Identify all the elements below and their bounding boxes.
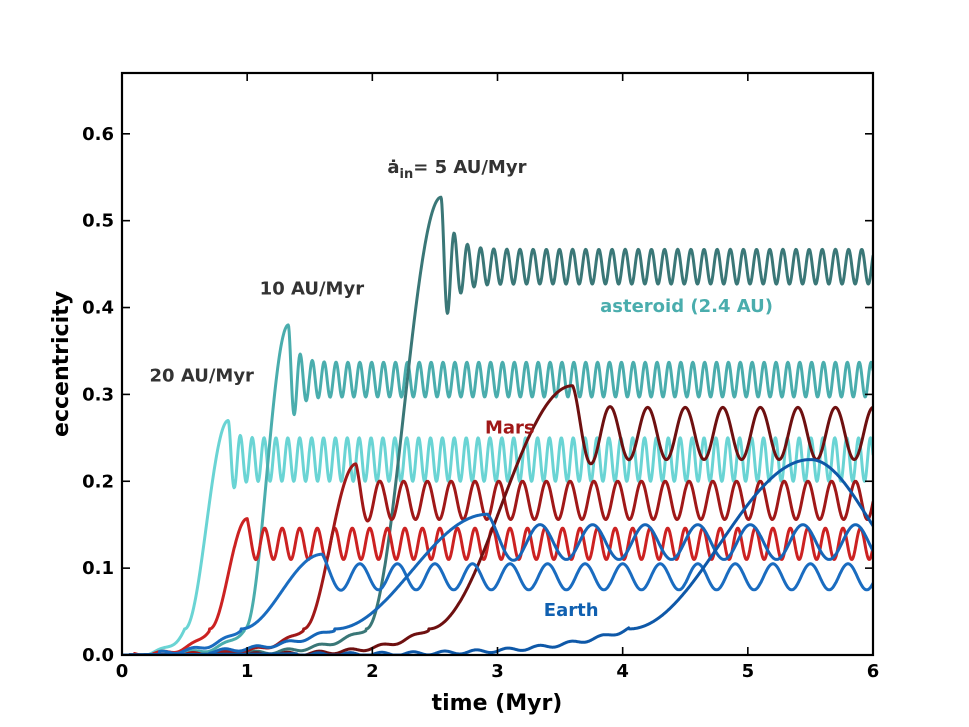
- y-tick-label: 0.5: [82, 211, 114, 232]
- x-tick-label: 2: [366, 661, 379, 682]
- ticks-layer: 0 1 2 3 4 5 6 0.0 0.1 0.2 0.3 0.4 0.5 0.6: [82, 73, 879, 682]
- annotation-label: asteroid (2.4 AU): [600, 296, 773, 317]
- y-tick-label: 0.3: [82, 384, 114, 405]
- annotation-label: Earth: [544, 600, 599, 621]
- x-tick-label: 0: [116, 661, 129, 682]
- series-line-mars-20-au-myr: [122, 517, 873, 655]
- x-tick-label: 1: [241, 661, 254, 682]
- y-tick-label: 0.0: [82, 645, 114, 666]
- annotation-label: ȧin= 5 AU/Myr: [387, 157, 526, 182]
- annotation-label: Mars: [485, 417, 535, 438]
- x-tick-label: 6: [867, 661, 880, 682]
- x-axis-title: time (Myr): [432, 691, 563, 716]
- y-tick-label: 0.6: [82, 124, 114, 145]
- x-tick-label: 4: [616, 661, 629, 682]
- y-tick-label: 0.4: [82, 298, 114, 319]
- annotation-label: 10 AU/Myr: [260, 279, 365, 300]
- x-tick-label: 3: [491, 661, 504, 682]
- y-axis-title: eccentricity: [49, 291, 74, 437]
- y-tick-label: 0.1: [82, 558, 114, 579]
- series-line-earth-20-au-myr: [122, 552, 873, 655]
- series-line-asteroid-20-au-myr: [122, 419, 873, 655]
- annotation-layer: 20 AU/Myr 10 AU/Myr ȧin= 5 AU/Myr asteroid …: [150, 157, 773, 621]
- annotation-label: 20 AU/Myr: [150, 365, 255, 386]
- x-tick-label: 5: [742, 661, 755, 682]
- y-tick-label: 0.2: [82, 471, 114, 492]
